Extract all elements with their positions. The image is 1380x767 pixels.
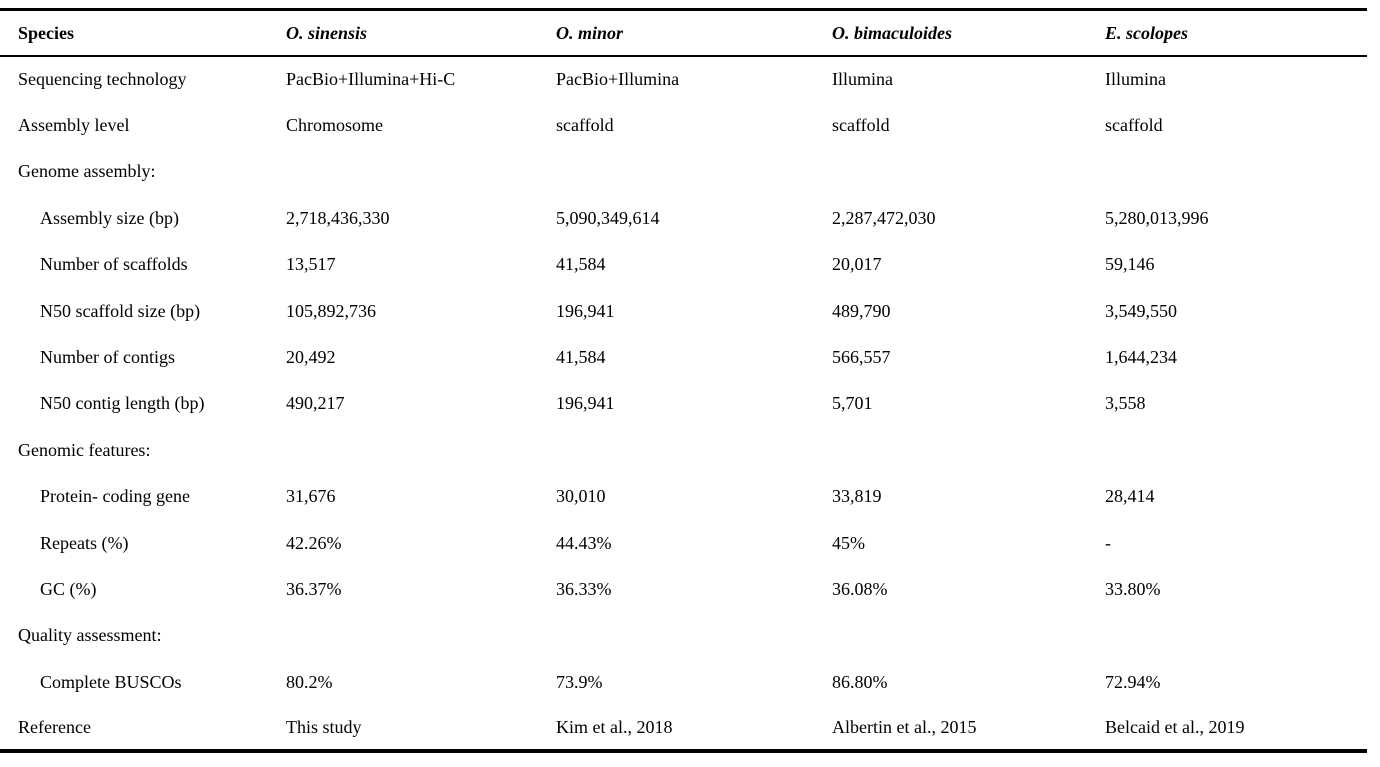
cell-value: Illumina [1105,69,1166,90]
cell-value [1105,612,1367,658]
cell-value: Chromosome [286,115,383,136]
cell-value: 36.37% [286,578,342,599]
cell-value: 489,790 [832,300,891,321]
cell-value [556,148,832,194]
cell-value: 28,414 [1105,486,1155,507]
cell-value: 73.9% [556,671,603,692]
cell-value [1105,427,1367,473]
header-row: Species O. sinensis O. minor O. bimaculo… [0,10,1367,56]
cell-value: This study [286,717,362,738]
cell-value: 59,146 [1105,254,1155,275]
cell-value: 41,584 [556,254,606,275]
row-label: Number of contigs [40,347,175,368]
row-label: Number of scaffolds [40,254,188,275]
row-label: Protein- coding gene [40,486,190,507]
cell-value: 566,557 [832,347,891,368]
cell-value: 105,892,736 [286,300,376,321]
section-label: Quality assessment: [18,625,162,646]
cell-value [556,612,832,658]
row-label: N50 scaffold size (bp) [40,300,201,321]
row-label: Reference [18,717,91,738]
column-header-o-minor: O. minor [556,22,624,43]
row-label: Assembly size (bp) [40,207,179,228]
table-row-repeats: Repeats (%) 42.26% 44.43% 45% - [0,519,1367,565]
table-row-assembly-size: Assembly size (bp) 2,718,436,330 5,090,3… [0,195,1367,241]
section-row-quality-assessment: Quality assessment: [0,612,1367,658]
cell-value: Belcaid et al., 2019 [1105,717,1245,738]
cell-value: - [1105,532,1111,553]
cell-value: Illumina [832,69,893,90]
cell-value: 41,584 [556,347,606,368]
section-row-genomic-features: Genomic features: [0,427,1367,473]
cell-value: 36.33% [556,578,612,599]
cell-value: PacBio+Illumina [556,69,680,90]
cell-value: 5,280,013,996 [1105,207,1209,228]
table-row-n50-contig-length: N50 contig length (bp) 490,217 196,941 5… [0,380,1367,426]
cell-value: 3,549,550 [1105,300,1177,321]
row-label: Assembly level [18,115,130,136]
cell-value: 196,941 [556,300,615,321]
table-row-complete-buscos: Complete BUSCOs 80.2% 73.9% 86.80% 72.94… [0,659,1367,705]
row-label: Repeats (%) [40,532,129,553]
cell-value: 33.80% [1105,578,1161,599]
cell-value [286,612,556,658]
table-row-number-of-contigs: Number of contigs 20,492 41,584 566,557 … [0,334,1367,380]
cell-value: 80.2% [286,671,333,692]
cell-value: 44.43% [556,532,612,553]
cell-value: Albertin et al., 2015 [832,717,977,738]
cell-value: 2,718,436,330 [286,207,390,228]
column-header-e-scolopes: E. scolopes [1105,22,1188,43]
cell-value: Kim et al., 2018 [556,717,673,738]
table-row-number-of-scaffolds: Number of scaffolds 13,517 41,584 20,017… [0,241,1367,287]
cell-value: 30,010 [556,486,606,507]
cell-value: 45% [832,532,865,553]
row-label: Sequencing technology [18,69,187,90]
genome-assembly-comparison-table: Species O. sinensis O. minor O. bimaculo… [0,8,1367,754]
cell-value [832,427,1105,473]
table-row-n50-scaffold-size: N50 scaffold size (bp) 105,892,736 196,9… [0,287,1367,333]
cell-value: 1,644,234 [1105,347,1177,368]
table-row-protein-coding-gene: Protein- coding gene 31,676 30,010 33,81… [0,473,1367,519]
cell-value: 72.94% [1105,671,1161,692]
section-label: Genome assembly: [18,161,156,182]
cell-value [286,427,556,473]
section-label: Genomic features: [18,439,151,460]
cell-value: 5,701 [832,393,873,414]
table-row-sequencing-technology: Sequencing technology PacBio+Illumina+Hi… [0,56,1367,102]
cell-value: 42.26% [286,532,342,553]
column-header-o-bimaculoides: O. bimaculoides [832,22,952,43]
table-row-gc: GC (%) 36.37% 36.33% 36.08% 33.80% [0,566,1367,612]
cell-value: 33,819 [832,486,882,507]
column-header-species: Species [18,22,74,43]
cell-value: 31,676 [286,486,336,507]
cell-value [832,612,1105,658]
cell-value: 196,941 [556,393,615,414]
cell-value: 2,287,472,030 [832,207,936,228]
cell-value: PacBio+Illumina+Hi-C [286,69,456,90]
row-label: Complete BUSCOs [40,671,182,692]
cell-value [286,148,556,194]
row-label: GC (%) [40,578,97,599]
section-row-genome-assembly: Genome assembly: [0,148,1367,194]
cell-value: scaffold [832,115,890,136]
cell-value: 13,517 [286,254,336,275]
cell-value: scaffold [1105,115,1163,136]
cell-value: 20,492 [286,347,336,368]
cell-value: 5,090,349,614 [556,207,660,228]
row-label: N50 contig length (bp) [40,393,205,414]
table-row-assembly-level: Assembly level Chromosome scaffold scaff… [0,102,1367,148]
column-header-o-sinensis: O. sinensis [286,22,368,43]
cell-value: 86.80% [832,671,888,692]
cell-value: 490,217 [286,393,345,414]
cell-value: 36.08% [832,578,888,599]
table-row-reference: Reference This study Kim et al., 2018 Al… [0,705,1367,751]
cell-value [1105,148,1367,194]
cell-value: 20,017 [832,254,882,275]
cell-value [832,148,1105,194]
cell-value: scaffold [556,115,614,136]
cell-value [556,427,832,473]
cell-value: 3,558 [1105,393,1146,414]
